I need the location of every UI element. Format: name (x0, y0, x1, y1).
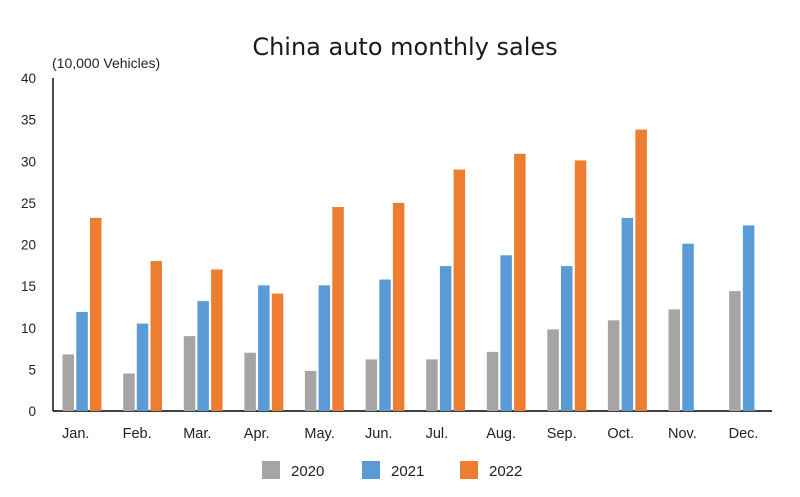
y-tick-label: 30 (21, 154, 36, 169)
bar-2020-1 (123, 373, 135, 411)
bar-2020-0 (62, 354, 74, 411)
legend-swatch-2022 (460, 461, 478, 479)
bar-2021-10 (682, 243, 694, 411)
bar-2020-2 (183, 336, 196, 411)
x-tick-label: Feb. (123, 426, 152, 442)
chart-title: China auto monthly sales (252, 33, 557, 61)
y-axis-unit-label: (10,000 Vehicles) (52, 55, 160, 71)
x-tick-label: May. (304, 426, 334, 442)
bar-2021-4 (318, 285, 331, 411)
bar-2020-5 (365, 359, 378, 411)
x-tick-label: Nov. (668, 426, 697, 442)
bar-2021-8 (561, 266, 573, 411)
y-tick-label: 25 (21, 196, 36, 211)
x-tick-label: Jun. (365, 426, 392, 442)
y-tick-label: 0 (28, 404, 36, 419)
bar-2021-11 (742, 225, 755, 411)
x-tick-label: Apr. (244, 426, 270, 442)
y-tick-label: 10 (21, 321, 36, 336)
bar-2020-10 (668, 309, 680, 411)
bar-2022-8 (574, 160, 587, 411)
bar-2022-3 (271, 293, 284, 411)
axes: 0 5 10 15 20 25 30 35 40 (21, 71, 772, 419)
legend-label-2020: 2020 (291, 463, 324, 480)
bar-2021-9 (621, 217, 634, 411)
bar-2020-7 (486, 351, 499, 411)
legend: 2020 2021 2022 (262, 461, 522, 480)
bar-2022-9 (635, 129, 647, 411)
bar-2022-6 (453, 169, 466, 411)
bar-2021-0 (76, 311, 88, 411)
bar-2021-6 (439, 266, 452, 411)
bars: Jan. Feb. Mar. Apr. May. Jun. Jul. Aug. Sep. Oct.… (62, 129, 759, 442)
bar-2021-1 (136, 323, 149, 411)
x-tick-label: Oct. (607, 426, 634, 442)
bar-2021-3 (258, 285, 270, 411)
y-tick-label: 15 (21, 279, 36, 294)
x-tick-label: Mar. (183, 426, 211, 442)
bar-2022-5 (392, 202, 405, 411)
x-tick-label: Jan. (62, 426, 89, 442)
x-tick-label: Sep. (547, 426, 577, 442)
bar-2022-2 (211, 269, 223, 411)
legend-swatch-2021 (362, 461, 380, 479)
y-tick-label: 35 (21, 113, 36, 128)
bar-2022-4 (332, 207, 344, 411)
x-tick-label: Jul. (426, 426, 449, 442)
bar-2021-5 (379, 279, 391, 411)
bar-2020-9 (607, 320, 620, 411)
x-tick-label: Dec. (729, 426, 759, 442)
y-tick-label: 40 (21, 71, 36, 86)
x-tick-label: Aug. (486, 426, 516, 442)
bar-2020-4 (304, 371, 317, 411)
legend-swatch-2020 (262, 461, 280, 479)
bar-2020-11 (729, 291, 741, 411)
bar-2020-3 (244, 352, 256, 411)
bar-2022-7 (514, 153, 526, 412)
bar-2022-1 (150, 261, 162, 411)
y-tick-label: 20 (21, 238, 36, 253)
legend-label-2022: 2022 (489, 463, 522, 480)
bar-2021-7 (500, 255, 512, 411)
bar-2020-6 (426, 359, 438, 411)
y-tick-label: 5 (28, 362, 36, 377)
bar-2022-0 (90, 217, 102, 411)
bar-2020-8 (547, 329, 559, 411)
bar-2021-2 (197, 301, 209, 411)
legend-label-2021: 2021 (391, 463, 424, 480)
